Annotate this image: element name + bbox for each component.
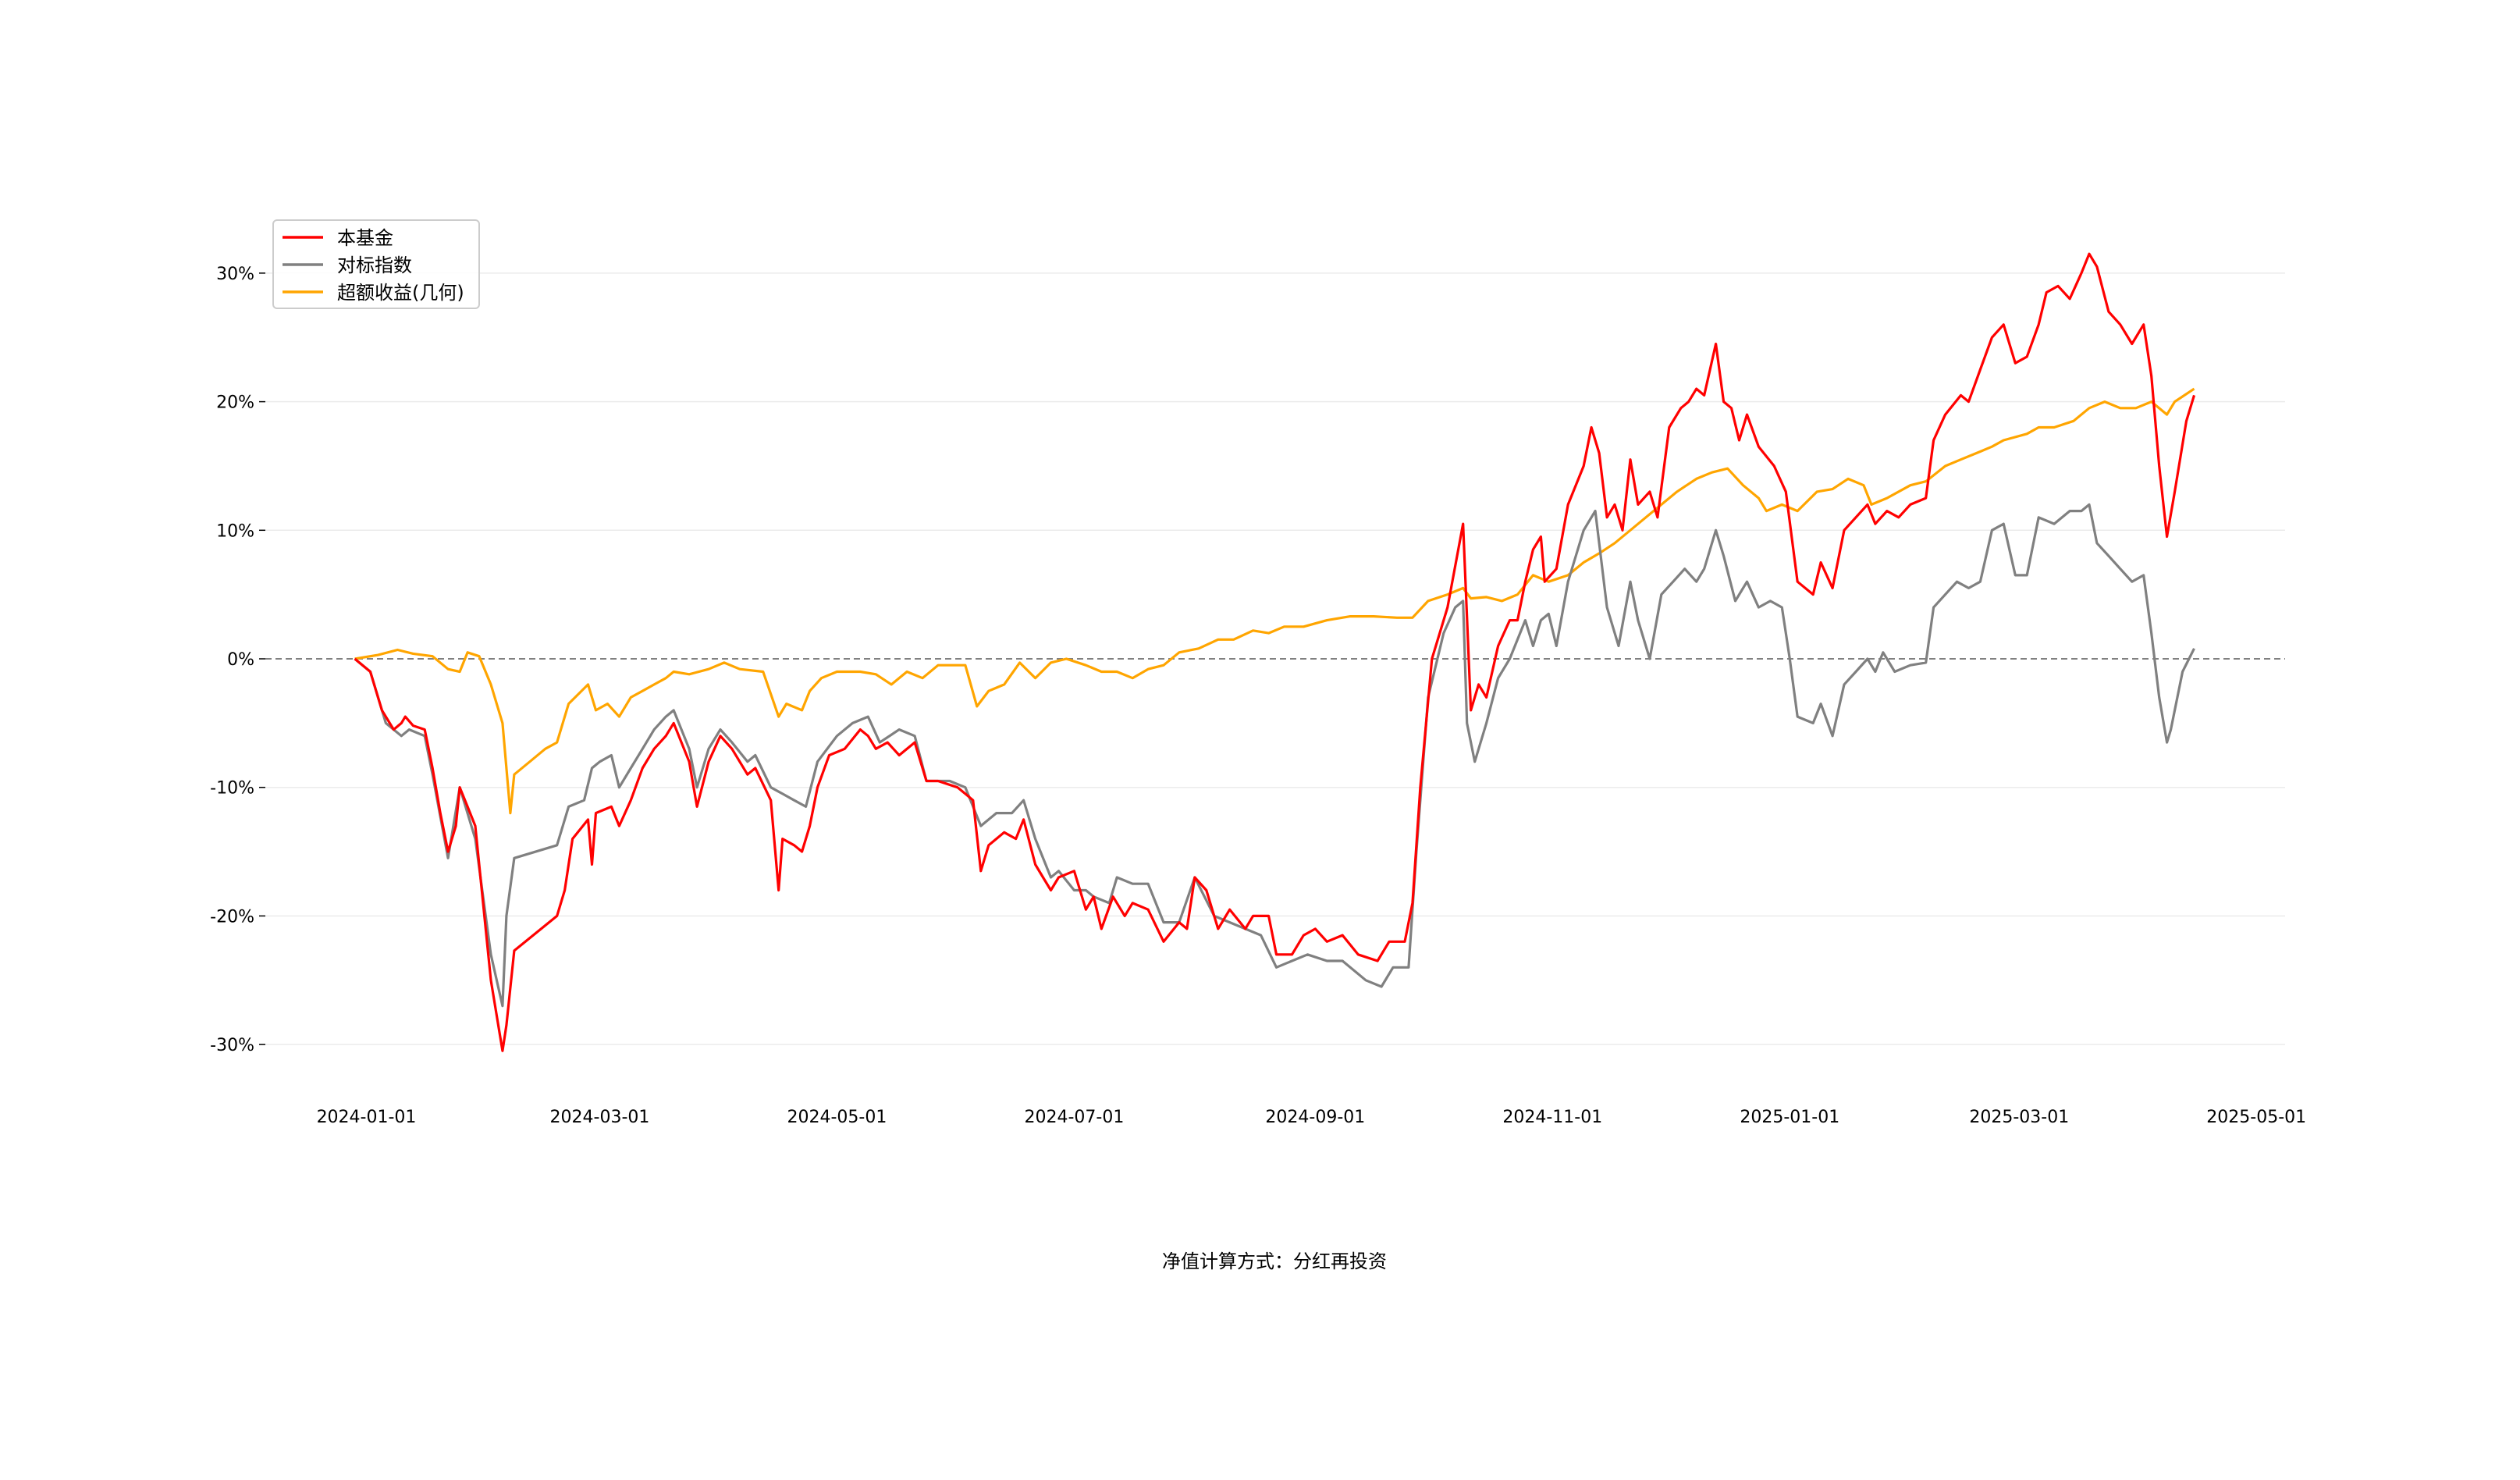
x-tick-label: 2024-07-01 [1024, 1108, 1124, 1127]
series-line-2 [354, 387, 2195, 815]
series-lines [354, 252, 2196, 1052]
series-line-1 [354, 503, 2195, 1008]
x-tick-label: 2025-03-01 [1969, 1108, 2069, 1127]
series-line-0 [354, 252, 2196, 1052]
legend-label: 超额收益(几何) [337, 282, 464, 304]
x-tick-label: 2025-05-01 [2206, 1108, 2306, 1127]
y-tick-label: -20% [210, 907, 254, 927]
y-tick-label: 10% [216, 521, 254, 541]
y-tick-label: 20% [216, 393, 254, 413]
legend-label: 对标指数 [337, 254, 412, 276]
legend-box [272, 219, 480, 309]
y-tick-label: -30% [210, 1036, 254, 1055]
x-axis-label: 净值计算方式：分红再投资 [1162, 1251, 1387, 1272]
x-tick-label: 2024-05-01 [787, 1108, 887, 1127]
x-tick-label: 2024-01-01 [317, 1108, 417, 1127]
x-tick-label: 2024-11-01 [1502, 1108, 1602, 1127]
y-tick-label: 0% [227, 650, 254, 670]
x-axis: 2024-01-01 2024-03-01 2024-05-01 2024-07-01… [317, 1108, 2307, 1127]
y-tick-label: -10% [210, 779, 254, 799]
y-tick-label: 30% [216, 265, 254, 284]
x-tick-label: 2024-09-01 [1265, 1108, 1365, 1127]
x-tick-label: 2024-03-01 [550, 1108, 650, 1127]
y-axis: 30% 20% 10% 0% -10% -20% -30% [210, 265, 265, 1055]
x-tick-label: 2025-01-01 [1740, 1108, 1839, 1127]
legend-label: 本基金 [337, 227, 393, 249]
gridlines [265, 272, 2285, 1045]
